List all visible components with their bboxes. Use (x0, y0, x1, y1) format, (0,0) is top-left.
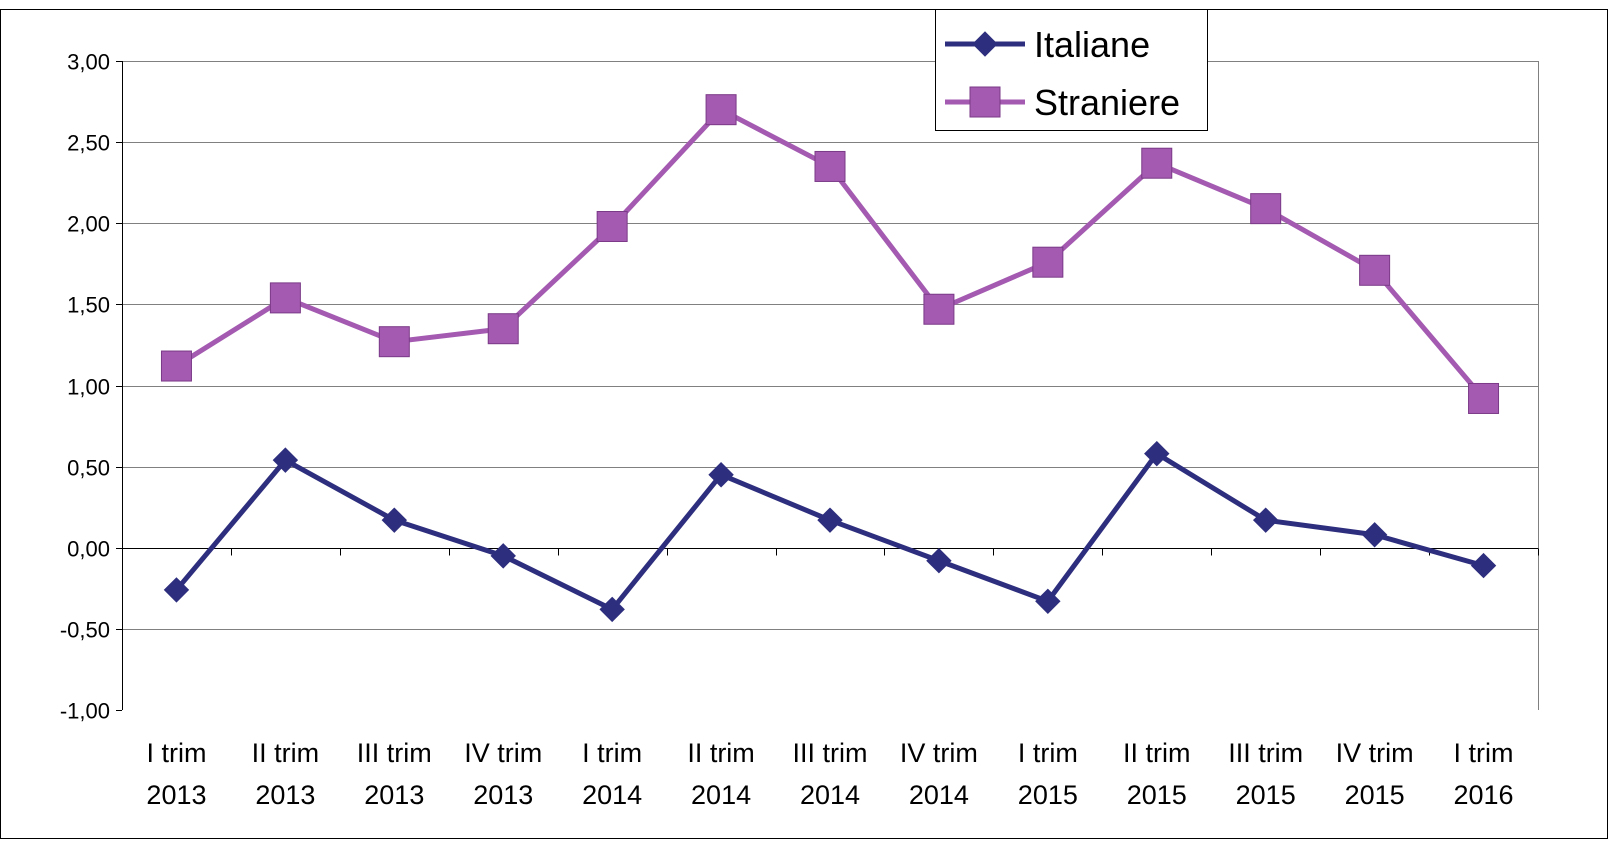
data-point-square (814, 150, 846, 182)
y-tick-label: 0,00 (67, 537, 110, 562)
x-tick-label-year: 2016 (1453, 780, 1513, 810)
x-tick-label-quarter: II trim (1123, 738, 1191, 768)
data-point-square (487, 313, 519, 345)
data-point-diamond (1035, 588, 1061, 614)
x-tick-label-quarter: III trim (357, 738, 432, 768)
axes: -1,00 -0,50 0,00 0,50 1,00 1,50 2,00 2,50 3,00 I … (60, 50, 1539, 810)
y-tick-label: -1,00 (60, 699, 110, 724)
x-tick-label-quarter: I trim (146, 738, 206, 768)
x-tick-label-year: 2015 (1345, 780, 1405, 810)
data-point-diamond (490, 543, 516, 569)
data-point-diamond (708, 462, 734, 488)
x-tick-label-year: 2014 (691, 780, 751, 810)
chart-border (0, 9, 1608, 839)
data-point-diamond (817, 507, 843, 533)
x-tick-label: I trim 2015 (1018, 738, 1078, 810)
y-tick-label: 2,50 (67, 131, 110, 156)
y-tick-label: 1,00 (67, 375, 110, 400)
data-point-diamond (1144, 440, 1170, 467)
y-tick-label: 0,50 (67, 456, 110, 481)
x-tick-label-year: 2015 (1127, 780, 1187, 810)
x-tick-label-quarter: II trim (252, 738, 320, 768)
x-tick-label: II trim 2013 (252, 738, 320, 810)
x-tick-label-quarter: IV trim (1336, 738, 1414, 768)
x-tick-label-quarter: IV trim (900, 738, 978, 768)
series-lines (160, 94, 1500, 623)
x-tick-label: IV trim 2013 (464, 738, 542, 810)
data-point-square (378, 326, 410, 358)
x-tick-label-year: 2014 (909, 780, 969, 810)
x-tick-label-quarter: III trim (793, 738, 868, 768)
x-tick-label-year: 2014 (800, 780, 860, 810)
data-point-diamond (1361, 522, 1388, 548)
data-point-diamond (926, 548, 952, 574)
x-tick-label-year: 2014 (582, 780, 642, 810)
data-point-square (923, 293, 955, 325)
data-point-square (1141, 147, 1173, 179)
x-tick-label: III trim 2013 (357, 738, 432, 810)
x-tick-label: III trim 2015 (1228, 738, 1303, 810)
y-tick-label: 3,00 (67, 50, 110, 75)
data-point-diamond (1252, 507, 1279, 533)
x-tick-label: II trim 2014 (687, 738, 755, 810)
series-straniere (160, 94, 1500, 414)
x-tick-label: I trim 2016 (1453, 738, 1513, 810)
legend-marker-square (969, 86, 1001, 118)
legend: Italiane Straniere (935, 9, 1208, 131)
x-tick-label-year: 2015 (1236, 780, 1296, 810)
legend-label: Italiane (1034, 24, 1150, 65)
x-tick-label-quarter: I trim (1018, 738, 1078, 768)
x-tick-label: II trim 2015 (1123, 738, 1191, 810)
data-point-square (160, 350, 192, 382)
y-tick-label: 2,00 (67, 212, 110, 237)
data-point-diamond (381, 507, 408, 533)
y-tick-label: -0,50 (60, 618, 110, 643)
x-tick-label-year: 2013 (146, 780, 206, 810)
legend-label: Straniere (1034, 82, 1180, 123)
series-italiane (163, 440, 1497, 623)
x-tick-label-quarter: III trim (1228, 738, 1303, 768)
x-tick-label-year: 2013 (255, 780, 315, 810)
y-tick-label: 1,50 (67, 293, 110, 318)
data-point-diamond (1470, 552, 1497, 579)
x-tick-label-year: 2013 (473, 780, 533, 810)
data-point-square (1359, 254, 1391, 286)
legend-item-straniere: Straniere (945, 82, 1180, 123)
data-point-square (269, 282, 301, 314)
data-point-square (1468, 382, 1500, 414)
x-tick-label-quarter: II trim (687, 738, 755, 768)
data-point-diamond (272, 447, 299, 473)
x-tick-label-quarter: I trim (1454, 738, 1514, 768)
x-tick-label-quarter: I trim (582, 738, 642, 768)
x-tick-label: I trim 2013 (146, 738, 206, 810)
data-point-square (1032, 246, 1064, 278)
data-point-square (705, 94, 737, 126)
legend-item-italiane: Italiane (945, 24, 1150, 65)
x-tick-label: III trim 2014 (793, 738, 868, 810)
x-tick-label: IV trim 2015 (1336, 738, 1414, 810)
x-tick-label-quarter: IV trim (464, 738, 542, 768)
x-tick-label: IV trim 2014 (900, 738, 978, 810)
data-point-diamond (599, 596, 625, 623)
data-point-square (596, 210, 628, 242)
legend-marker-diamond (972, 31, 998, 57)
x-tick-label-year: 2015 (1018, 780, 1078, 810)
data-point-diamond (163, 577, 190, 603)
x-tick-label-year: 2013 (364, 780, 424, 810)
x-tick-label: I trim 2014 (582, 738, 642, 810)
data-point-square (1250, 193, 1282, 225)
